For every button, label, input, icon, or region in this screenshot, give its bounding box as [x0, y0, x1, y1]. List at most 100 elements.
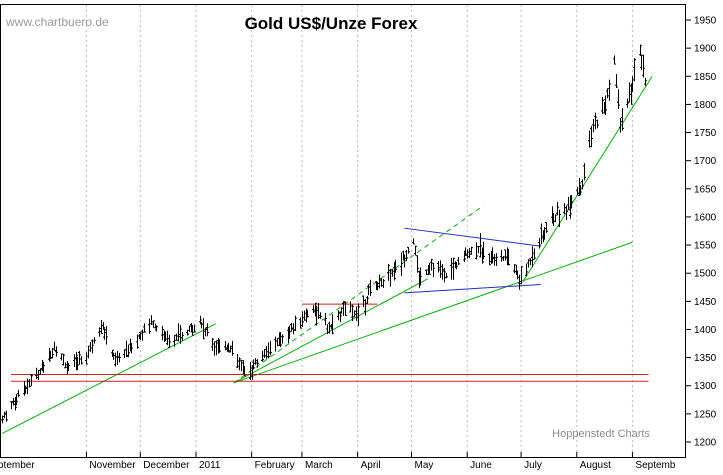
- ohlc-bar: [615, 74, 618, 88]
- ohlc-bar: [229, 345, 232, 353]
- credit-text: Hoppenstedt Charts: [552, 428, 650, 440]
- ohlc-bar: [437, 260, 440, 273]
- ohlc-bar: [525, 263, 528, 277]
- ohlc-bar: [588, 130, 591, 148]
- ohlc-bar: [114, 352, 117, 367]
- ohlc-bar: [30, 374, 33, 387]
- ohlc-bar: [261, 350, 264, 362]
- ohlc-bar: [215, 340, 218, 356]
- ohlc-bar: [452, 257, 455, 280]
- ohlc-bar: [150, 315, 153, 325]
- x-tick-label: December: [143, 460, 190, 470]
- x-tick-label: April: [361, 460, 381, 470]
- ohlc-bar: [482, 241, 485, 260]
- ohlc-bar: [407, 246, 410, 254]
- ohlc-bar: [35, 367, 38, 380]
- ohlc-bar: [507, 249, 510, 266]
- ohlc-bar: [554, 214, 557, 223]
- ohlc-bar: [274, 336, 277, 352]
- trendline: [404, 283, 541, 294]
- ohlc-bar: [596, 119, 599, 129]
- y-tick-label: 1700: [694, 156, 717, 167]
- ohlc-bar: [567, 196, 570, 211]
- ohlc-bar: [324, 312, 327, 326]
- ohlc-bar: [218, 339, 221, 353]
- y-tick-label: 1800: [694, 100, 717, 111]
- ohlc-bar: [513, 264, 516, 274]
- ohlc-bar: [314, 302, 317, 317]
- ohlc-bar: [116, 350, 119, 365]
- ohlc-bar: [102, 322, 105, 330]
- ohlc-bar: [495, 253, 498, 266]
- ohlc-bar: [118, 352, 121, 363]
- ohlc-bar: [502, 255, 505, 262]
- ohlc-bar: [10, 401, 13, 410]
- ohlc-bar: [141, 329, 144, 341]
- y-tick-label: 1750: [694, 128, 717, 139]
- ohlc-bar: [177, 323, 180, 342]
- ohlc-bar: [425, 269, 428, 276]
- ohlc-bar: [621, 108, 624, 131]
- ohlc-bar: [414, 245, 417, 256]
- ohlc-bar: [416, 255, 419, 273]
- ohlc-bar: [193, 324, 196, 333]
- ohlc-bar: [604, 95, 607, 115]
- y-tick-label: 1550: [694, 241, 717, 252]
- ohlc-bar: [123, 349, 126, 358]
- axes: 1200 1250 1300 1350 1400 1450 1500 1550 1600 1650…: [0, 4, 717, 471]
- ohlc-bar: [394, 259, 397, 273]
- ohlc-bar: [152, 320, 155, 328]
- trendline: [233, 241, 633, 384]
- ohlc-bar: [105, 326, 108, 345]
- ohlc-bar: [477, 246, 480, 254]
- ohlc-bar: [412, 238, 415, 245]
- ohlc-bar: [231, 340, 234, 356]
- x-tick-label: Septemb: [635, 460, 675, 470]
- ohlc-bar: [48, 347, 51, 362]
- ohlc-bar: [303, 310, 306, 321]
- x-tick-label: February: [255, 460, 295, 470]
- ohlc-bar: [488, 253, 491, 266]
- plot-frame: [0, 4, 686, 458]
- ohlc-bar: [640, 54, 643, 71]
- ohlc-bar: [240, 359, 243, 372]
- ohlc-bar: [78, 350, 81, 365]
- ohlc-bar: [148, 318, 151, 334]
- ohlc-bar: [24, 385, 27, 394]
- trendline: [404, 227, 541, 247]
- ohlc-bar: [17, 389, 20, 398]
- ohlc-bar: [224, 340, 227, 351]
- ohlc-bar: [199, 315, 202, 324]
- ohlc-bar: [516, 270, 519, 280]
- ohlc-bar: [1, 415, 4, 424]
- ohlc-bar: [139, 331, 142, 340]
- ohlc-bar: [164, 331, 167, 342]
- y-tick-label: 1650: [694, 184, 717, 195]
- ohlc-bar: [617, 89, 620, 110]
- x-tick-label: July: [524, 460, 542, 470]
- ohlc-bar: [533, 248, 536, 260]
- ohlc-bar: [279, 332, 282, 348]
- ohlc-bar: [315, 305, 318, 326]
- ohlc-bar: [188, 325, 191, 332]
- ohlc-bar: [419, 267, 422, 286]
- y-tick-label: 1600: [694, 212, 717, 223]
- ohlc-bar: [344, 301, 347, 316]
- ohlc-bar: [500, 249, 503, 262]
- ohlc-bar: [204, 327, 207, 337]
- ohlc-bar: [319, 312, 322, 319]
- ohlc-bar: [326, 324, 329, 335]
- y-tick-label: 1950: [694, 16, 717, 27]
- ohlc-bar: [37, 370, 40, 381]
- ohlc-bar: [405, 250, 408, 262]
- ohlc-bar: [339, 311, 342, 323]
- ohlc-bar: [254, 358, 257, 365]
- trendlines: [1, 76, 653, 435]
- ohlc-bar: [493, 254, 496, 266]
- y-tick-label: 1200: [694, 438, 717, 449]
- ohlc-bar: [317, 302, 320, 319]
- ohlc-bar: [211, 338, 214, 351]
- ohlc-bar: [53, 341, 56, 351]
- x-tick-label: 2011: [199, 460, 221, 470]
- ohlc-bar: [93, 337, 96, 344]
